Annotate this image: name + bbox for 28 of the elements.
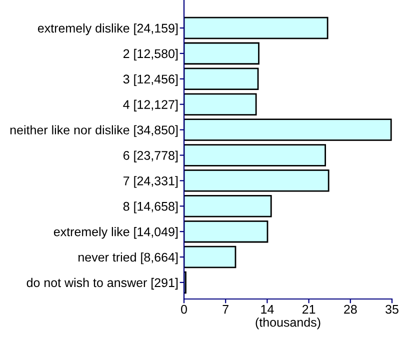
y-tick-label: extremely like [14,049] (54, 227, 178, 239)
bar (184, 16, 328, 40)
bar (184, 118, 392, 141)
y-tick-label: 8 [14,658] (123, 202, 178, 214)
y-tick-label: 3 [12,456] (123, 74, 178, 86)
x-tick-label: 28 (344, 304, 357, 314)
y-tick-label: 7 [24,331] (123, 176, 178, 188)
y-tick-label: 2 [12,580] (123, 48, 178, 61)
bar (184, 42, 260, 65)
x-tick-label: 35 (386, 304, 398, 314)
bar (184, 68, 259, 90)
bar (184, 170, 330, 192)
y-tick-label: neither like nor dislike [34,850] (10, 125, 178, 137)
x-axis-title: (thousands) (256, 318, 320, 330)
x-tick-label: 0 (181, 304, 187, 314)
x-tick-label: 21 (302, 304, 316, 314)
y-tick-label: do not wish to answer [291] (26, 278, 178, 290)
x-tick-label: 7 (222, 305, 228, 314)
y-tick-label: 4 [12,127] (123, 100, 178, 112)
y-tick-label: never tried [8,664] (78, 252, 178, 264)
bar (184, 93, 257, 116)
bar (184, 220, 268, 243)
y-tick-label: 6 [23,778] (123, 150, 178, 162)
bar (184, 194, 272, 218)
bar (184, 246, 236, 268)
bar (184, 144, 326, 166)
x-tick-label: 14 (261, 305, 274, 314)
y-tick-label: extremely dislike [24,159] (38, 23, 178, 36)
